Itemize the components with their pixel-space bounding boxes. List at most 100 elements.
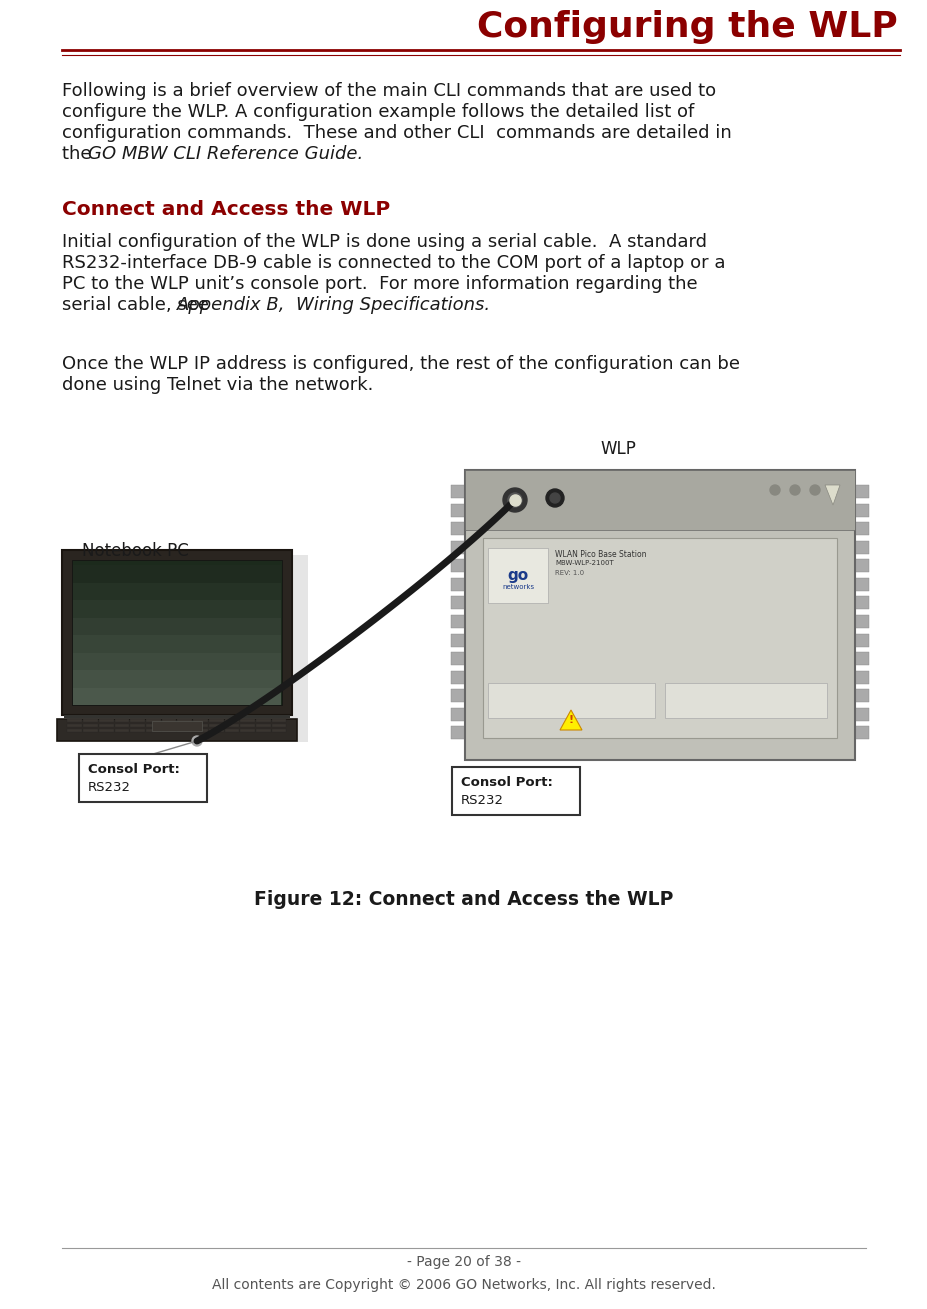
Bar: [62, 550, 292, 715]
Text: WLP: WLP: [600, 440, 635, 458]
Bar: [209, 724, 223, 726]
Bar: [583, 742, 596, 761]
Text: All contents are Copyright © 2006 GO Networks, Inc. All rights reserved.: All contents are Copyright © 2006 GO Net…: [212, 1278, 715, 1292]
Circle shape: [789, 486, 799, 495]
Polygon shape: [559, 709, 581, 730]
Bar: [735, 742, 747, 761]
Bar: [451, 577, 464, 590]
Bar: [583, 470, 596, 488]
Bar: [854, 597, 868, 610]
Bar: [73, 652, 281, 670]
Bar: [811, 742, 823, 761]
Bar: [161, 729, 176, 732]
Circle shape: [192, 736, 202, 746]
Bar: [115, 724, 129, 726]
Text: RS232-interface DB-9 cable is connected to the COM port of a laptop or a: RS232-interface DB-9 cable is connected …: [62, 254, 725, 272]
Circle shape: [550, 493, 559, 503]
Bar: [755, 742, 767, 761]
Bar: [773, 470, 785, 488]
Bar: [451, 522, 464, 535]
Bar: [146, 724, 160, 726]
Bar: [464, 470, 854, 761]
Bar: [209, 729, 223, 732]
Bar: [451, 597, 464, 610]
Bar: [115, 719, 129, 723]
Bar: [99, 729, 113, 732]
Circle shape: [545, 490, 564, 507]
Bar: [146, 729, 160, 732]
Bar: [99, 719, 113, 723]
Text: Configuring the WLP: Configuring the WLP: [476, 10, 897, 45]
Bar: [451, 634, 464, 647]
Bar: [717, 470, 729, 488]
Bar: [193, 729, 208, 732]
Bar: [240, 724, 255, 726]
Bar: [545, 470, 558, 488]
Bar: [177, 729, 192, 732]
Bar: [854, 634, 868, 647]
Bar: [240, 719, 255, 723]
Circle shape: [507, 493, 522, 507]
Text: WLAN Pico Base Station: WLAN Pico Base Station: [554, 550, 646, 559]
Bar: [83, 719, 98, 723]
Bar: [854, 708, 868, 721]
Bar: [152, 721, 202, 730]
Bar: [73, 565, 281, 583]
Bar: [73, 670, 281, 687]
Bar: [177, 724, 192, 726]
Text: Following is a brief overview of the main CLI commands that are used to: Following is a brief overview of the mai…: [62, 82, 716, 99]
Bar: [854, 559, 868, 572]
Bar: [193, 719, 208, 723]
Text: PC to the WLP unit’s console port.  For more information regarding the: PC to the WLP unit’s console port. For m…: [62, 275, 697, 293]
Bar: [451, 486, 464, 497]
Bar: [161, 719, 176, 723]
Bar: [854, 541, 868, 554]
Text: RS232: RS232: [461, 795, 503, 808]
Bar: [70, 555, 308, 742]
Bar: [854, 486, 868, 497]
Text: serial cable, see: serial cable, see: [62, 296, 214, 314]
Bar: [130, 724, 145, 726]
Bar: [146, 719, 160, 723]
Bar: [735, 470, 747, 488]
Bar: [679, 742, 691, 761]
FancyBboxPatch shape: [79, 754, 207, 802]
Bar: [64, 715, 289, 719]
Bar: [256, 724, 271, 726]
Text: Once the WLP IP address is configured, the rest of the configuration can be: Once the WLP IP address is configured, t…: [62, 355, 739, 373]
Bar: [464, 470, 854, 530]
Bar: [224, 719, 239, 723]
Bar: [603, 470, 615, 488]
Bar: [57, 719, 297, 741]
Bar: [717, 742, 729, 761]
Bar: [565, 742, 577, 761]
Bar: [641, 742, 653, 761]
Bar: [68, 719, 83, 723]
Bar: [641, 470, 653, 488]
Bar: [755, 470, 767, 488]
Bar: [854, 615, 868, 628]
Bar: [130, 719, 145, 723]
Bar: [130, 729, 145, 732]
Text: Initial configuration of the WLP is done using a serial cable.  A standard: Initial configuration of the WLP is done…: [62, 233, 706, 251]
Bar: [793, 470, 805, 488]
Bar: [527, 742, 539, 761]
Bar: [659, 470, 672, 488]
Bar: [488, 683, 654, 719]
Bar: [854, 690, 868, 703]
Bar: [830, 470, 843, 488]
Text: !: !: [568, 715, 573, 725]
Bar: [224, 724, 239, 726]
Text: networks: networks: [502, 584, 533, 590]
Bar: [272, 724, 286, 726]
Text: Consol Port:: Consol Port:: [461, 776, 552, 789]
Bar: [451, 615, 464, 628]
Bar: [469, 742, 482, 761]
Text: GO MBW CLI Reference Guide.: GO MBW CLI Reference Guide.: [88, 145, 362, 164]
Bar: [451, 690, 464, 703]
Bar: [811, 470, 823, 488]
Bar: [451, 726, 464, 740]
Bar: [507, 742, 520, 761]
Bar: [99, 724, 113, 726]
Bar: [793, 742, 805, 761]
